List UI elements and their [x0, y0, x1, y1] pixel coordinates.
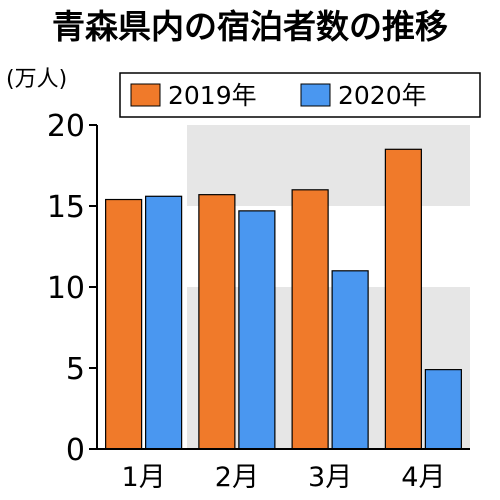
bar: [331, 270, 369, 450]
y-axis-unit: (万人): [6, 67, 67, 92]
bar: [291, 189, 329, 450]
y-tick-label: 10: [47, 271, 85, 306]
legend-box: [119, 72, 481, 118]
x-tick-label: 2月: [215, 462, 259, 493]
bar: [238, 210, 276, 450]
bar: [198, 194, 236, 450]
y-axis-ticks: 0 5 10 15 20: [47, 109, 97, 468]
legend: 2019年 2020年: [119, 72, 481, 118]
x-axis-labels: 1月 2月 3月 4月: [122, 462, 446, 493]
legend-label-2019: 2019年: [168, 81, 257, 110]
y-tick-label: 15: [47, 190, 85, 225]
x-tick-label: 4月: [401, 462, 445, 493]
bar: [424, 369, 462, 450]
bars: [105, 148, 462, 450]
y-tick-label: 5: [66, 352, 85, 387]
bar: [105, 198, 143, 450]
legend-label-2020: 2020年: [338, 81, 427, 110]
x-tick-label: 3月: [308, 462, 352, 493]
bar: [384, 148, 422, 450]
chart-title: 青森県内の宿泊者数の推移: [52, 7, 448, 46]
y-tick-label: 20: [47, 109, 85, 144]
y-tick-label: 0: [66, 433, 85, 468]
legend-swatch-2020: [300, 83, 331, 107]
bar: [145, 195, 183, 450]
x-tick-label: 1月: [122, 462, 166, 493]
legend-swatch-2019: [130, 83, 161, 107]
